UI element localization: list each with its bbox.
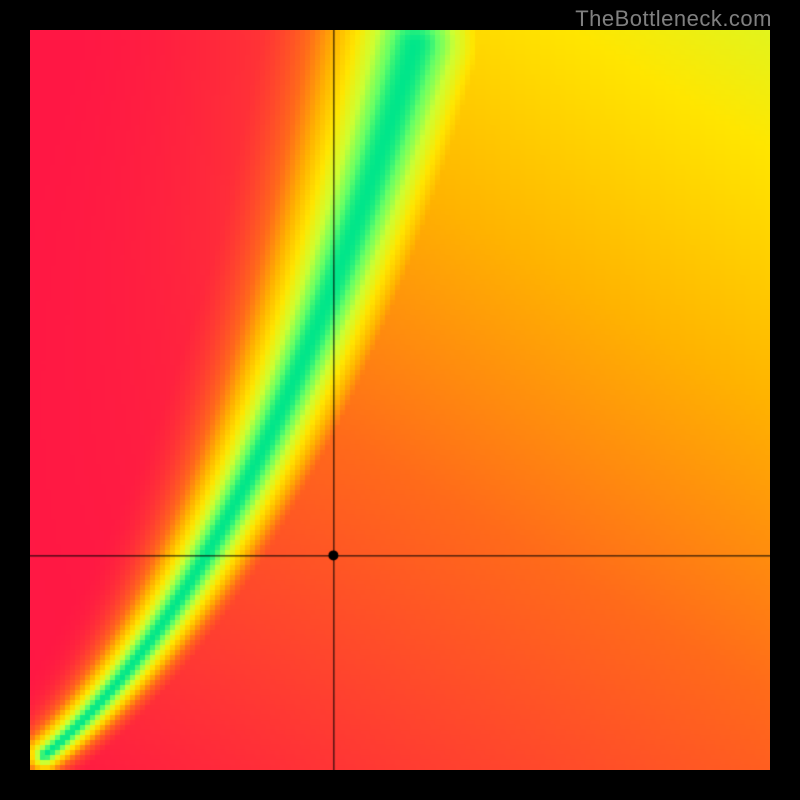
heatmap-canvas [30, 30, 770, 770]
plot-area [30, 30, 770, 770]
watermark-text: TheBottleneck.com [575, 6, 772, 32]
